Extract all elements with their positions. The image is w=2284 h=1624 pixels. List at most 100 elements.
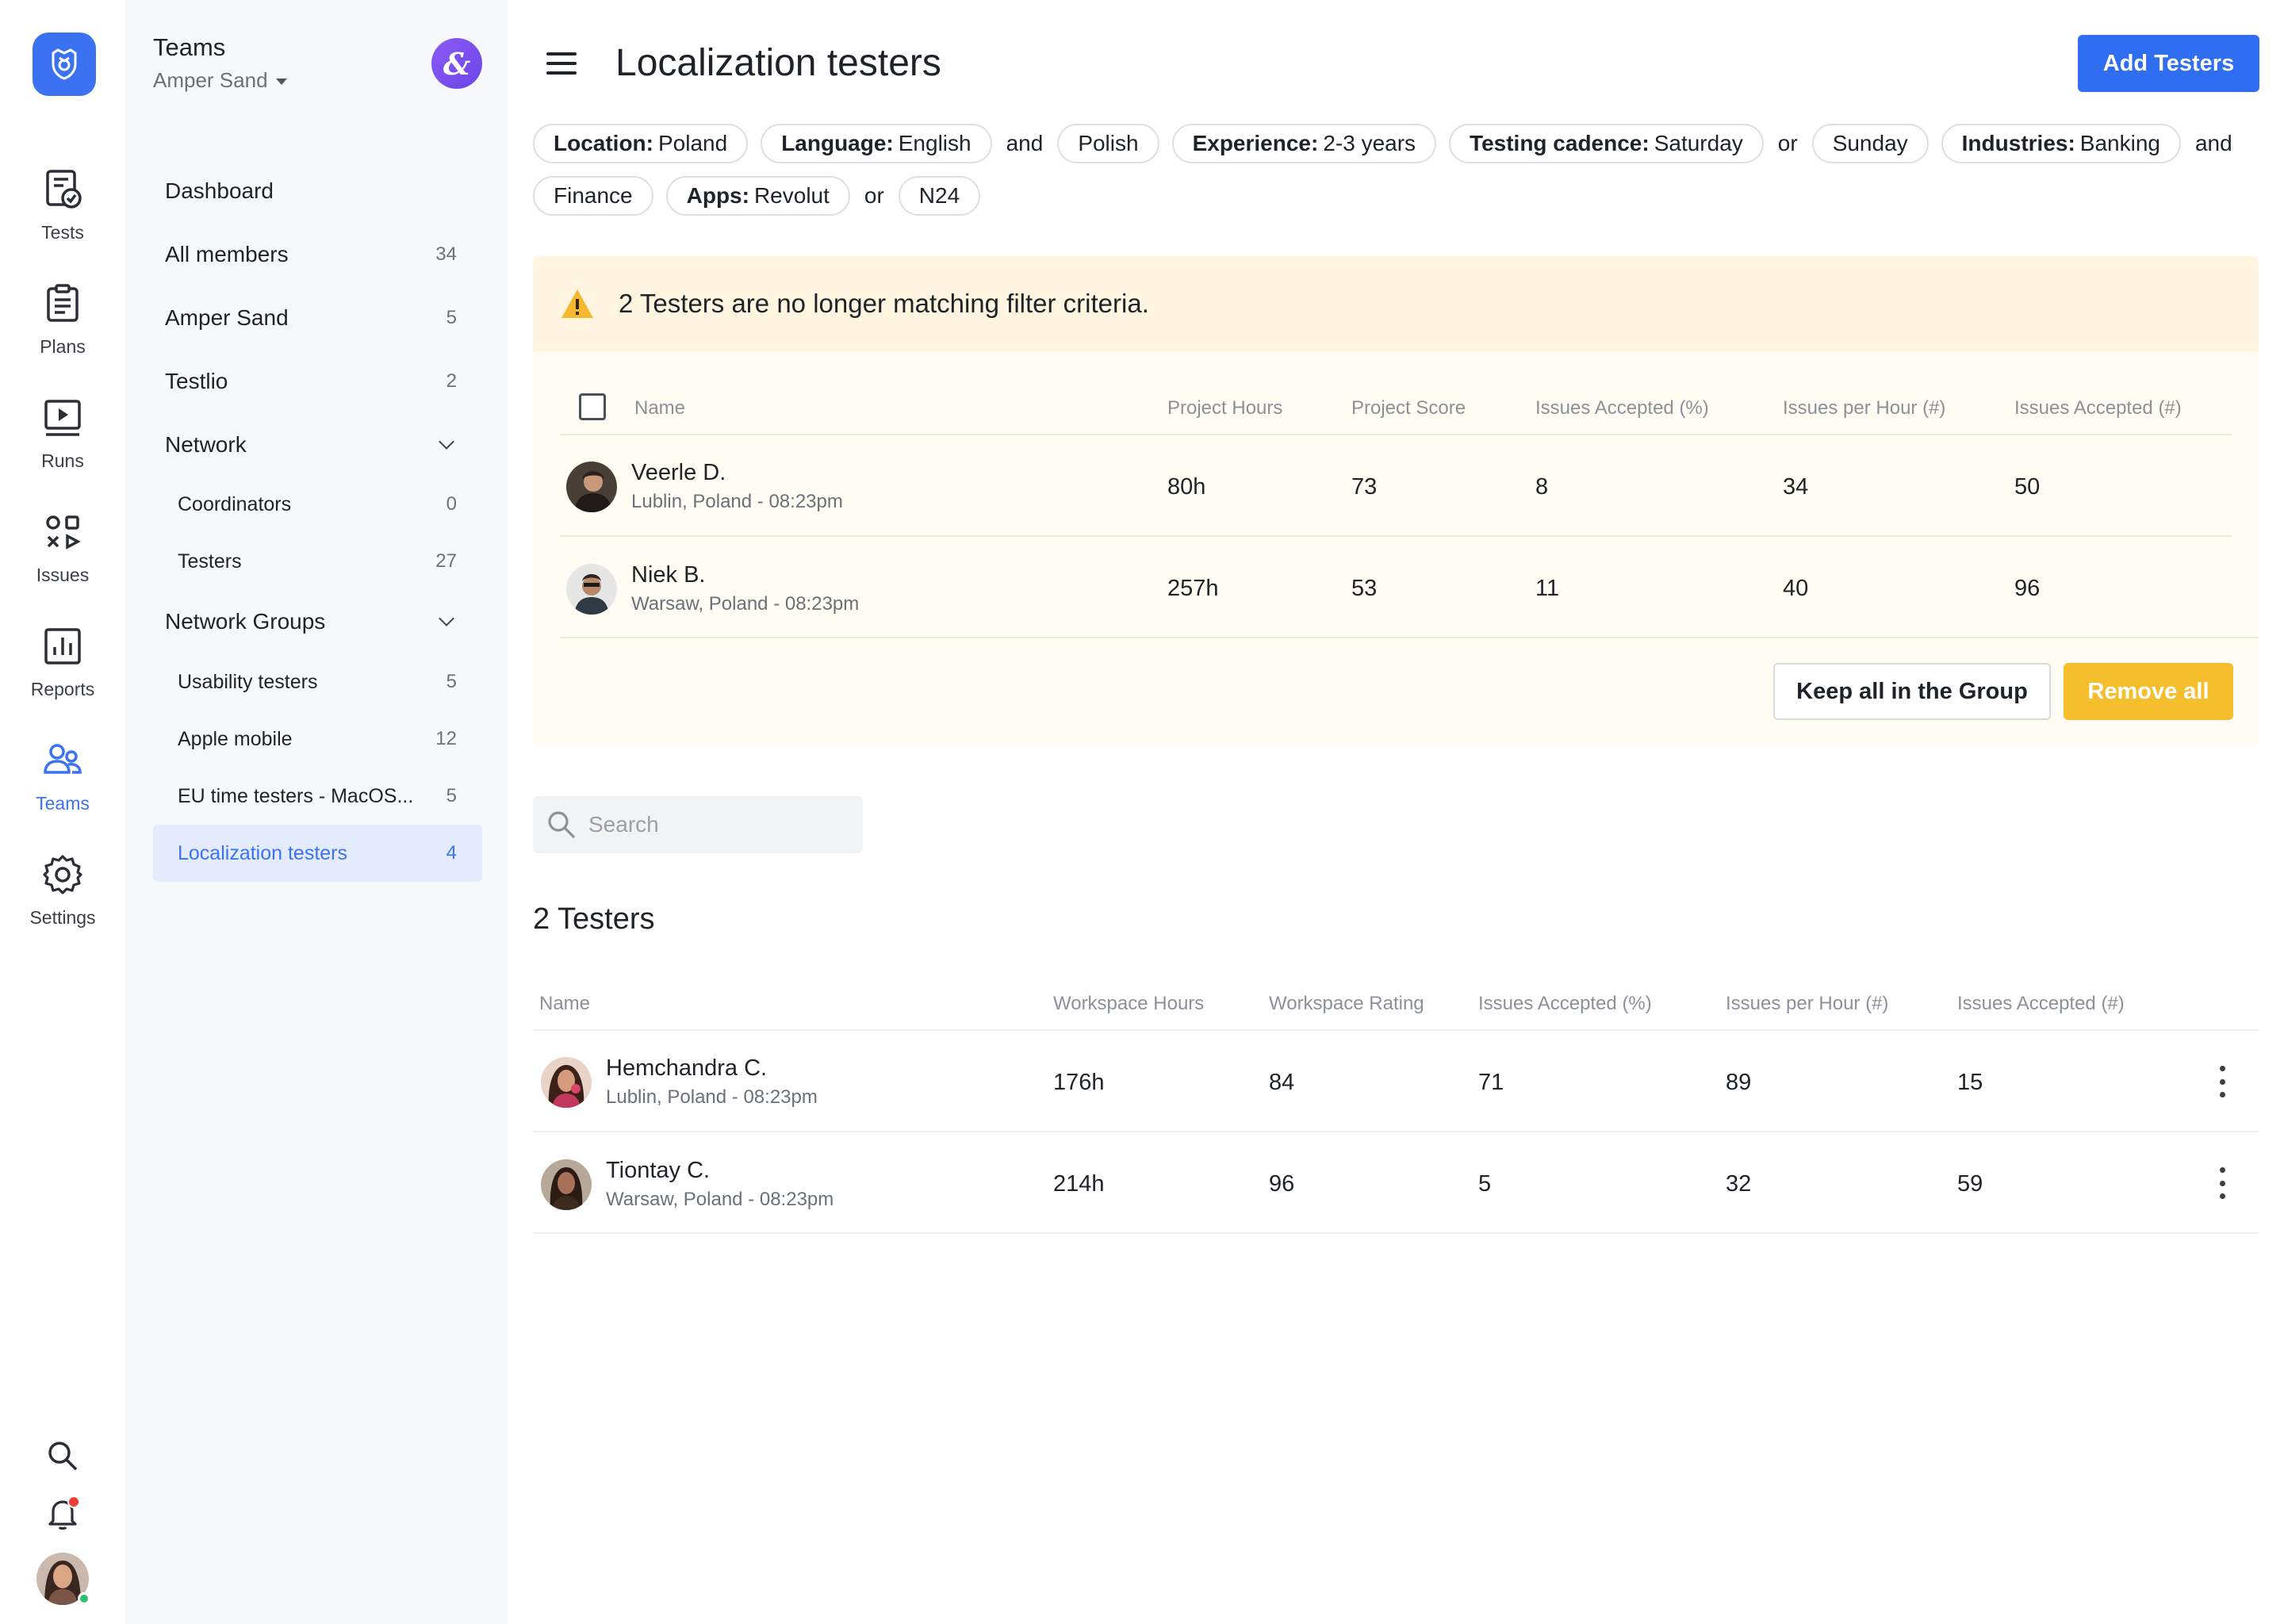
chevron-down-icon — [439, 434, 454, 450]
filter-value: Polish — [1078, 131, 1139, 155]
sidebar-item-network-groups[interactable]: Network Groups — [153, 594, 482, 649]
add-testers-button[interactable]: Add Testers — [2078, 35, 2259, 92]
sidebar-item-label: Coordinators — [178, 492, 292, 515]
rail-item-reports[interactable]: Reports — [0, 625, 125, 700]
filter-chip-experience[interactable]: Experience: 2-3 years — [1171, 124, 1437, 163]
warning-banner: 2 Testers are no longer matching filter … — [533, 256, 2259, 351]
row-more-options-button[interactable] — [2218, 1066, 2226, 1097]
menu-toggle-button[interactable] — [546, 52, 577, 75]
sidebar-item-apple-mobile[interactable]: Apple mobile 12 — [153, 710, 482, 768]
rail-item-issues[interactable]: Issues — [0, 511, 125, 586]
cell-issues-accepted-pct: 5 — [1478, 1171, 1492, 1197]
cell-issues-accepted-pct: 71 — [1478, 1070, 1504, 1095]
filter-value: Finance — [554, 183, 633, 208]
tester-hemchandra[interactable]: Hemchandra C. Lublin, Poland - 08:23pm — [541, 1055, 818, 1109]
cell-issues-per-hour: 34 — [1783, 474, 1809, 500]
avatar — [541, 1056, 592, 1108]
row-divider — [533, 1029, 2259, 1031]
column-header-issues-accepted-num: Issues Accepted (#) — [1957, 993, 2125, 1014]
keep-all-button[interactable]: Keep all in the Group — [1773, 663, 2051, 720]
filter-chip-sunday[interactable]: Sunday — [1811, 124, 1929, 163]
remove-all-button[interactable]: Remove all — [2064, 663, 2233, 720]
filter-chip-polish[interactable]: Polish — [1057, 124, 1159, 163]
rail-label-tests: Tests — [41, 222, 84, 243]
cell-issues-accepted-num: 96 — [2014, 576, 2041, 601]
tester-name: Hemchandra C. — [606, 1055, 768, 1081]
org-avatar[interactable]: & — [431, 38, 482, 89]
search-input[interactable] — [588, 812, 842, 837]
tester-niek[interactable]: Niek B. Warsaw, Poland - 08:23pm — [566, 562, 859, 615]
rail-item-settings[interactable]: Settings — [0, 853, 125, 929]
filter-chip-finance[interactable]: Finance — [533, 176, 653, 216]
kebab-dot — [2219, 1066, 2225, 1071]
filter-chip-cadence[interactable]: Testing cadence: Saturday — [1449, 124, 1764, 163]
sidebar-item-usability-testers[interactable]: Usability testers 5 — [153, 653, 482, 710]
column-header-workspace-hours: Workspace Hours — [1053, 993, 1205, 1014]
sidebar-item-count: 5 — [446, 785, 457, 806]
rail-item-runs[interactable]: Runs — [0, 396, 125, 472]
sidebar-item-amper-sand[interactable]: Amper Sand 5 — [153, 290, 482, 346]
rail-item-teams[interactable]: Teams — [0, 739, 125, 814]
notifications-button[interactable] — [0, 1496, 125, 1530]
plans-icon — [47, 284, 79, 322]
sidebar-item-testers[interactable]: Testers 27 — [153, 533, 482, 590]
filter-key: Testing cadence: — [1470, 131, 1650, 155]
cell-workspace-rating: 96 — [1269, 1171, 1295, 1197]
sidebar-item-label: Apple mobile — [178, 727, 293, 750]
rail-label-teams: Teams — [36, 793, 90, 814]
sidebar-item-testlio[interactable]: Testlio 2 — [153, 354, 482, 409]
tester-veerle[interactable]: Veerle D. Lublin, Poland - 08:23pm — [566, 460, 843, 513]
filter-chip-apps[interactable]: Apps: Revolut — [665, 176, 850, 216]
sidebar-item-count: 5 — [446, 307, 457, 328]
tester-location: Warsaw, Poland - 08:23pm — [606, 1189, 834, 1210]
cell-issues-accepted-pct: 11 — [1535, 576, 1560, 601]
select-all-checkbox[interactable] — [579, 393, 606, 420]
sidebar-item-dashboard[interactable]: Dashboard — [153, 163, 482, 219]
filter-chip-industries[interactable]: Industries: Banking — [1941, 124, 2181, 163]
sidebar-item-localization-testers[interactable]: Localization testers 4 — [153, 825, 482, 882]
column-header-workspace-rating: Workspace Rating — [1269, 993, 1424, 1014]
user-menu-button[interactable] — [0, 1553, 125, 1605]
kebab-dot — [2219, 1167, 2225, 1173]
sidebar-item-count: 34 — [435, 243, 457, 265]
tester-tiontay[interactable]: Tiontay C. Warsaw, Poland - 08:23pm — [541, 1158, 834, 1211]
filter-chip-n24[interactable]: N24 — [898, 176, 981, 216]
cell-project-score: 53 — [1351, 576, 1378, 601]
issues-icon — [46, 515, 81, 550]
reports-icon — [44, 628, 81, 665]
kebab-dot — [2219, 1193, 2225, 1199]
filter-chip-language[interactable]: Language: English — [761, 124, 992, 163]
org-switcher[interactable]: Amper Sand — [153, 68, 287, 93]
sidebar-item-count: 2 — [446, 370, 457, 392]
column-header-project-score: Project Score — [1351, 397, 1466, 419]
warning-icon — [561, 289, 593, 318]
sidebar-item-all-members[interactable]: All members 34 — [153, 227, 482, 282]
column-header-name: Name — [539, 993, 591, 1014]
cell-project-hours: 80h — [1167, 474, 1206, 500]
sidebar-item-label: Dashboard — [165, 178, 274, 203]
sidebar-item-label: Network — [165, 432, 247, 457]
sidebar-item-coordinators[interactable]: Coordinators 0 — [153, 476, 482, 533]
sidebar-item-eu-time-testers[interactable]: EU time testers - MacOS... 5 — [153, 768, 482, 825]
kebab-dot — [2219, 1078, 2225, 1085]
sidebar-item-label: EU time testers - MacOS... — [178, 784, 414, 807]
row-more-options-button[interactable] — [2218, 1167, 2226, 1199]
rail-item-plans[interactable]: Plans — [0, 282, 125, 358]
cell-issues-per-hour: 32 — [1726, 1171, 1752, 1197]
notification-dot — [67, 1496, 80, 1508]
rail-item-tests[interactable]: Tests — [0, 168, 125, 243]
filter-conjunction: or — [1777, 131, 1798, 155]
filter-value: Poland — [658, 131, 728, 155]
filter-key: Industries: — [1961, 131, 2075, 155]
filter-chip-location[interactable]: Location: Poland — [533, 124, 749, 163]
global-search-button[interactable] — [0, 1439, 125, 1473]
column-header-issues-per-hour: Issues per Hour (#) — [1726, 993, 1889, 1014]
tester-name: Niek B. — [631, 562, 706, 588]
app-logo[interactable] — [33, 33, 96, 96]
cell-workspace-hours: 176h — [1053, 1070, 1105, 1095]
sidebar-item-count: 4 — [446, 842, 457, 864]
cell-issues-per-hour: 89 — [1726, 1070, 1752, 1095]
org-name: Amper Sand — [153, 68, 268, 92]
sidebar-item-network[interactable]: Network — [153, 417, 482, 473]
search-field[interactable] — [533, 796, 863, 853]
